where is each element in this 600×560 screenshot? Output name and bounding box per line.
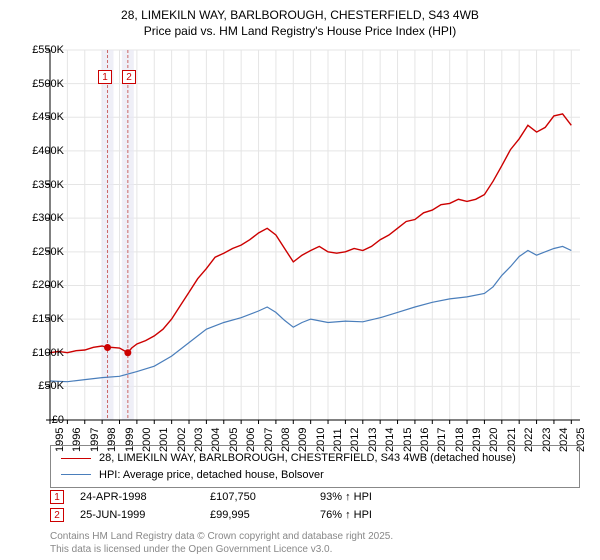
sale-pct: 93% ↑ HPI bbox=[320, 491, 372, 503]
sale-marker-icon: 1 bbox=[50, 490, 64, 504]
sale-price: £107,750 bbox=[210, 491, 320, 503]
sale-row: 1 24-APR-1998 £107,750 93% ↑ HPI bbox=[50, 490, 372, 504]
y-tick-label: £0 bbox=[52, 414, 64, 426]
sale-pct: 76% ↑ HPI bbox=[320, 509, 372, 521]
legend-label: 28, LIMEKILN WAY, BARLBOROUGH, CHESTERFI… bbox=[99, 450, 516, 467]
y-tick-label: £500K bbox=[32, 78, 64, 90]
y-tick-label: £550K bbox=[32, 44, 64, 56]
legend-item-hpi: HPI: Average price, detached house, Bols… bbox=[61, 467, 569, 484]
y-tick-label: £150K bbox=[32, 313, 64, 325]
y-tick-label: £450K bbox=[32, 111, 64, 123]
sale-marker-icon: 2 bbox=[50, 508, 64, 522]
y-tick-label: £50K bbox=[38, 380, 64, 392]
y-tick-label: £100K bbox=[32, 347, 64, 359]
sale-callout-icon: 2 bbox=[122, 70, 136, 84]
line-chart bbox=[50, 50, 580, 420]
chart-subtitle: Price paid vs. HM Land Registry's House … bbox=[0, 24, 600, 38]
y-tick-label: £350K bbox=[32, 179, 64, 191]
sale-date: 25-JUN-1999 bbox=[80, 509, 210, 521]
chart-container: 28, LIMEKILN WAY, BARLBOROUGH, CHESTERFI… bbox=[0, 0, 600, 560]
sale-date: 24-APR-1998 bbox=[80, 491, 210, 503]
legend: 28, LIMEKILN WAY, BARLBOROUGH, CHESTERFI… bbox=[50, 445, 580, 488]
sale-callout-icon: 1 bbox=[98, 70, 112, 84]
sales-table: 1 24-APR-1998 £107,750 93% ↑ HPI 2 25-JU… bbox=[50, 490, 372, 526]
legend-swatch bbox=[61, 458, 91, 459]
footer-line2: This data is licensed under the Open Gov… bbox=[50, 543, 393, 556]
sale-price: £99,995 bbox=[210, 509, 320, 521]
chart-title-address: 28, LIMEKILN WAY, BARLBOROUGH, CHESTERFI… bbox=[0, 8, 600, 22]
footer-line1: Contains HM Land Registry data © Crown c… bbox=[50, 530, 393, 543]
y-tick-label: £200K bbox=[32, 279, 64, 291]
footer-attribution: Contains HM Land Registry data © Crown c… bbox=[50, 530, 393, 556]
y-tick-label: £250K bbox=[32, 246, 64, 258]
y-tick-label: £400K bbox=[32, 145, 64, 157]
legend-item-property: 28, LIMEKILN WAY, BARLBOROUGH, CHESTERFI… bbox=[61, 450, 569, 467]
sale-row: 2 25-JUN-1999 £99,995 76% ↑ HPI bbox=[50, 508, 372, 522]
legend-swatch bbox=[61, 474, 91, 475]
y-tick-label: £300K bbox=[32, 212, 64, 224]
legend-label: HPI: Average price, detached house, Bols… bbox=[99, 467, 324, 484]
title-area: 28, LIMEKILN WAY, BARLBOROUGH, CHESTERFI… bbox=[0, 0, 600, 38]
